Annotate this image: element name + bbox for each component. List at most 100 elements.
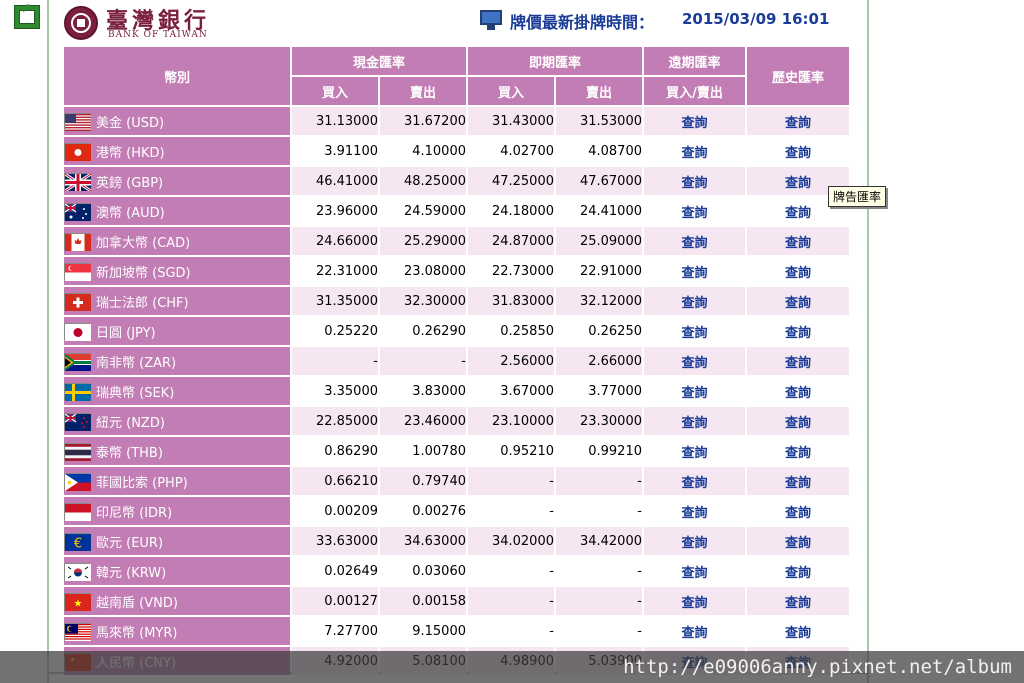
spot-buy-cell: 0.95210 bbox=[468, 437, 554, 465]
header-history-rate: 歷史匯率 bbox=[747, 47, 849, 105]
currency-cell: 澳幣 (AUD) bbox=[64, 197, 290, 225]
za-flag-icon bbox=[64, 352, 91, 371]
currency-name: 港幣 (HKD) bbox=[96, 145, 165, 161]
cash-sell-cell: 31.67200 bbox=[380, 107, 466, 135]
forward-rate-query-link[interactable]: 查詢 bbox=[644, 407, 745, 435]
forward-rate-query-link[interactable]: 查詢 bbox=[644, 227, 745, 255]
history-rate-query-link[interactable]: 查詢 bbox=[747, 497, 849, 525]
history-rate-query-link[interactable]: 查詢 bbox=[747, 347, 849, 375]
forward-rate-query-link[interactable]: 查詢 bbox=[644, 347, 745, 375]
history-rate-query-link[interactable]: 查詢 bbox=[747, 467, 849, 495]
forward-rate-query-link[interactable]: 查詢 bbox=[644, 497, 745, 525]
watermark-text: http://e09006anny.pixnet.net/album bbox=[623, 656, 1012, 678]
spot-sell-cell: - bbox=[556, 467, 642, 495]
currency-name: 加拿大幣 (CAD) bbox=[96, 235, 191, 251]
spot-buy-cell: 31.83000 bbox=[468, 287, 554, 315]
cash-sell-cell: 24.59000 bbox=[380, 197, 466, 225]
currency-name: 馬來幣 (MYR) bbox=[96, 625, 178, 641]
forward-rate-query-link[interactable]: 查詢 bbox=[644, 587, 745, 615]
history-rate-query-link[interactable]: 查詢 bbox=[747, 377, 849, 405]
header-spot-sell: 賣出 bbox=[556, 77, 642, 105]
cash-sell-cell: 48.25000 bbox=[380, 167, 466, 195]
history-rate-query-link[interactable]: 查詢 bbox=[747, 617, 849, 645]
cash-buy-cell: 0.00209 bbox=[292, 497, 378, 525]
spot-buy-cell: 0.25850 bbox=[468, 317, 554, 345]
kr-flag-icon bbox=[64, 562, 91, 581]
cash-sell-cell: 4.10000 bbox=[380, 137, 466, 165]
forward-rate-query-link[interactable]: 查詢 bbox=[644, 137, 745, 165]
forward-rate-query-link[interactable]: 查詢 bbox=[644, 317, 745, 345]
history-rate-query-link[interactable]: 查詢 bbox=[747, 437, 849, 465]
id-flag-icon bbox=[64, 502, 91, 521]
history-rate-query-link[interactable]: 查詢 bbox=[747, 227, 849, 255]
cash-buy-cell: 7.27700 bbox=[292, 617, 378, 645]
ca-flag-icon bbox=[64, 232, 91, 251]
cash-buy-cell: 31.35000 bbox=[292, 287, 378, 315]
table-row: 港幣 (HKD) 3.91100 4.10000 4.02700 4.08700 查詢 查詢 bbox=[64, 137, 849, 165]
history-rate-query-link[interactable]: 查詢 bbox=[747, 287, 849, 315]
history-rate-query-link[interactable]: 查詢 bbox=[747, 257, 849, 285]
cash-buy-cell: 23.96000 bbox=[292, 197, 378, 225]
header-spot-rate: 即期匯率 bbox=[468, 47, 642, 75]
forward-rate-query-link[interactable]: 查詢 bbox=[644, 107, 745, 135]
history-rate-query-link[interactable]: 查詢 bbox=[747, 587, 849, 615]
cash-sell-cell: 1.00780 bbox=[380, 437, 466, 465]
forward-rate-query-link[interactable]: 查詢 bbox=[644, 527, 745, 555]
feed-icon[interactable]: ↗ bbox=[14, 2, 40, 29]
forward-rate-query-link[interactable]: 查詢 bbox=[644, 257, 745, 285]
forward-rate-query-link[interactable]: 查詢 bbox=[644, 287, 745, 315]
cash-sell-cell: 25.29000 bbox=[380, 227, 466, 255]
currency-cell: 印尼幣 (IDR) bbox=[64, 497, 290, 525]
forward-rate-query-link[interactable]: 查詢 bbox=[644, 437, 745, 465]
gb-flag-icon bbox=[64, 172, 92, 192]
currency-cell: 韓元 (KRW) bbox=[64, 557, 290, 585]
bank-logo[interactable]: 臺灣銀行 BANK OF TAIWAN bbox=[64, 6, 224, 42]
bank-name-en: BANK OF TAIWAN bbox=[108, 30, 208, 40]
cash-sell-cell: 32.30000 bbox=[380, 287, 466, 315]
spot-sell-cell: 31.53000 bbox=[556, 107, 642, 135]
currency-cell: 英鎊 (GBP) bbox=[64, 167, 290, 195]
currency-name: 新加坡幣 (SGD) bbox=[96, 265, 191, 281]
cash-buy-cell: 3.91100 bbox=[292, 137, 378, 165]
spot-buy-cell: 24.87000 bbox=[468, 227, 554, 255]
cash-buy-cell: 22.85000 bbox=[292, 407, 378, 435]
cash-sell-cell: 34.63000 bbox=[380, 527, 466, 555]
nz-flag-icon bbox=[64, 412, 91, 431]
spot-buy-cell: - bbox=[468, 587, 554, 615]
history-rate-query-link[interactable]: 查詢 bbox=[747, 137, 849, 165]
forward-rate-query-link[interactable]: 查詢 bbox=[644, 557, 745, 585]
cash-buy-cell: 31.13000 bbox=[292, 107, 378, 135]
cash-buy-cell: 0.25220 bbox=[292, 317, 378, 345]
bank-seal-icon bbox=[64, 6, 98, 40]
spot-sell-cell: 34.42000 bbox=[556, 527, 642, 555]
spot-sell-cell: 23.30000 bbox=[556, 407, 642, 435]
history-rate-query-link[interactable]: 查詢 bbox=[747, 557, 849, 585]
forward-rate-query-link[interactable]: 查詢 bbox=[644, 617, 745, 645]
forward-rate-query-link[interactable]: 查詢 bbox=[644, 467, 745, 495]
forward-rate-query-link[interactable]: 查詢 bbox=[644, 167, 745, 195]
table-row: 泰幣 (THB) 0.86290 1.00780 0.95210 0.99210 查詢 查詢 bbox=[64, 437, 849, 465]
cash-buy-cell: 33.63000 bbox=[292, 527, 378, 555]
history-rate-query-link[interactable]: 查詢 bbox=[747, 197, 849, 225]
spot-buy-cell: 2.56000 bbox=[468, 347, 554, 375]
history-rate-query-link[interactable]: 查詢 bbox=[747, 107, 849, 135]
forward-rate-query-link[interactable]: 查詢 bbox=[644, 197, 745, 225]
currency-cell: 日圓 (JPY) bbox=[64, 317, 290, 345]
forward-rate-query-link[interactable]: 查詢 bbox=[644, 377, 745, 405]
history-rate-query-link[interactable]: 查詢 bbox=[747, 407, 849, 435]
history-rate-query-link[interactable]: 查詢 bbox=[747, 527, 849, 555]
cash-sell-cell: 0.79740 bbox=[380, 467, 466, 495]
currency-name: 瑞士法郎 (CHF) bbox=[96, 295, 189, 311]
us-flag-icon bbox=[64, 112, 91, 131]
currency-cell: 馬來幣 (MYR) bbox=[64, 617, 290, 645]
history-rate-query-link[interactable]: 查詢 bbox=[747, 317, 849, 345]
currency-name: 日圓 (JPY) bbox=[96, 325, 156, 341]
table-row: 美金 (USD) 31.13000 31.67200 31.43000 31.53000… bbox=[64, 107, 849, 135]
spot-sell-cell: - bbox=[556, 557, 642, 585]
currency-name: 韓元 (KRW) bbox=[96, 565, 167, 581]
currency-cell: 南非幣 (ZAR) bbox=[64, 347, 290, 375]
header-spot-buy: 買入 bbox=[468, 77, 554, 105]
table-row: 英鎊 (GBP) 46.41000 48.25000 47.25000 47.67000… bbox=[64, 167, 849, 195]
currency-cell: € 歐元 (EUR) bbox=[64, 527, 290, 555]
vn-flag-icon: ★ bbox=[64, 592, 91, 611]
